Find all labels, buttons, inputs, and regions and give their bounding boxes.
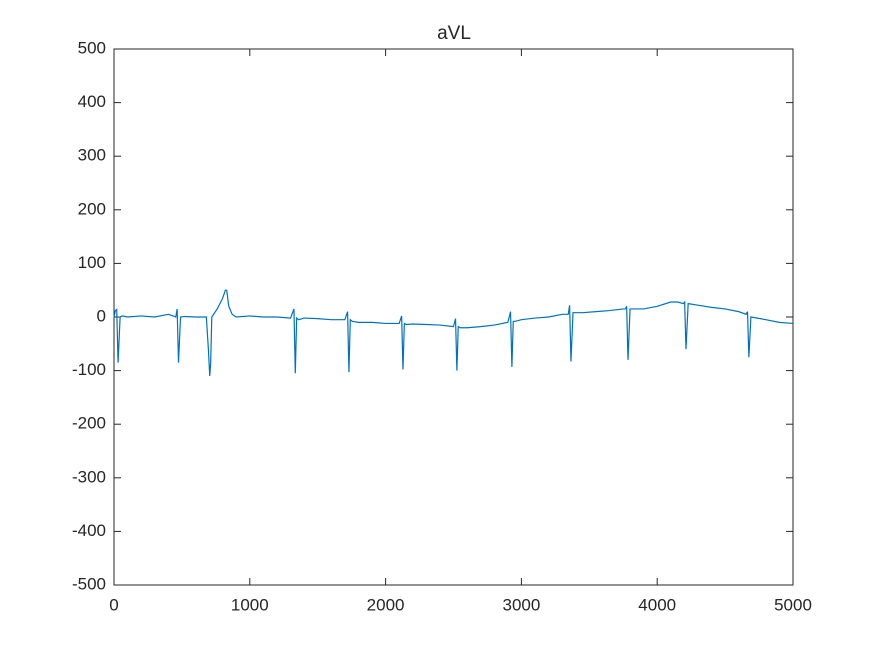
x-tick-label: 0 — [109, 595, 118, 614]
y-tick-label: 500 — [78, 38, 106, 57]
x-tick-label: 3000 — [502, 595, 540, 614]
y-tick-label: 300 — [78, 146, 106, 165]
y-tick-label: -500 — [72, 574, 106, 593]
y-tick-label: 200 — [78, 199, 106, 218]
y-tick-label: 0 — [97, 306, 106, 325]
y-tick-label: -100 — [72, 360, 106, 379]
x-tick-label: 4000 — [638, 595, 676, 614]
chart-title: aVL — [437, 23, 471, 44]
signal-line — [113, 289, 794, 377]
y-tick-label: -200 — [72, 414, 106, 433]
y-tick-label: 400 — [78, 92, 106, 111]
x-tick-label: 1000 — [231, 595, 269, 614]
y-tick-label: -300 — [72, 467, 106, 486]
y-tick-label: -400 — [72, 521, 106, 540]
x-tick-label: 5000 — [774, 595, 812, 614]
x-tick-label: 2000 — [367, 595, 405, 614]
y-tick-label: 100 — [78, 253, 106, 272]
